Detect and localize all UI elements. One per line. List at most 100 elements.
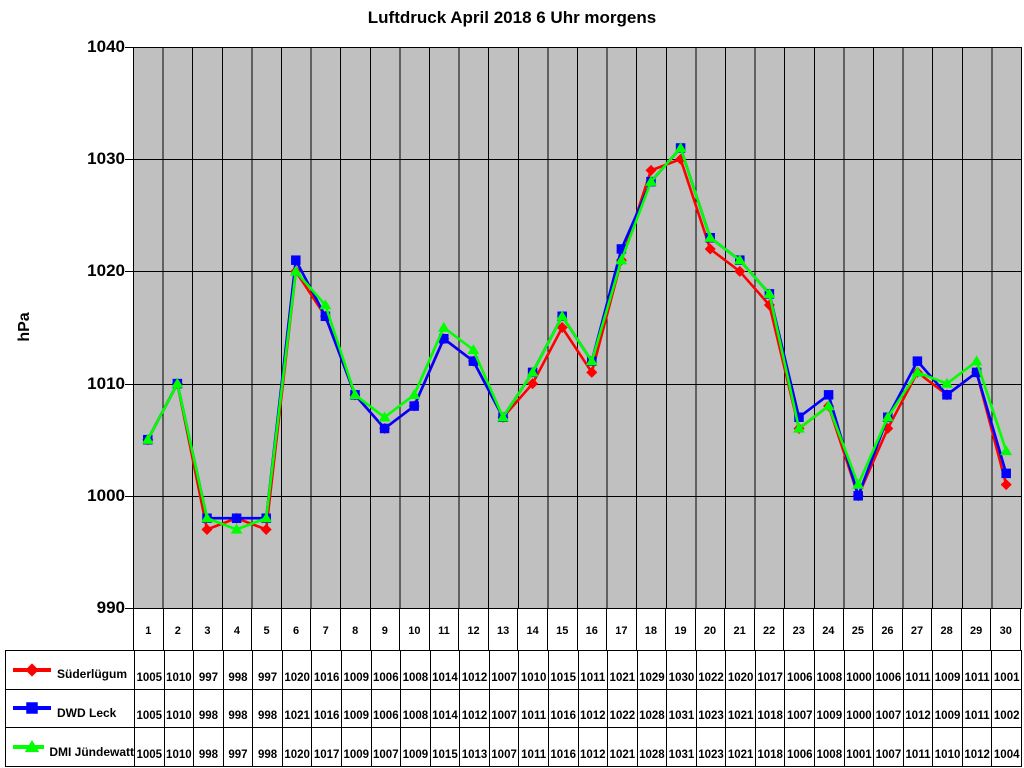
table-value-cell: 1007 [489,728,520,767]
data-point-marker [704,231,717,242]
data-point-marker [349,389,361,400]
data-point-marker [645,164,657,176]
table-value-cell: 1001 [992,651,1022,690]
table-value-cell: 1006 [371,689,402,729]
data-point-marker [881,411,894,422]
legend-marker [24,740,40,753]
table-value-cell: 1018 [755,689,786,729]
day-header-cell: 20 [696,608,726,650]
plot-border [133,47,1022,609]
data-point-marker [468,356,479,366]
table-value-cell: 1013 [460,728,490,767]
data-point-marker [260,512,273,523]
data-point-marker [970,355,983,366]
day-header-cell: 16 [578,608,608,650]
table-value-cell: 1012 [460,689,490,729]
data-point-marker [1000,445,1013,456]
day-header-cell: 9 [371,608,401,650]
data-point-marker [586,366,598,378]
table-value-cell: 1010 [164,651,195,690]
legend-marker-square-icon [13,702,51,715]
table-value-cell: 1006 [371,651,402,690]
data-point-marker [822,400,835,411]
table-value-cell: 1011 [903,728,934,767]
legend-cell: DMI Jündewatt [6,728,135,767]
table-value-cell: 1010 [164,728,195,767]
table-value-cell: 1007 [874,728,904,767]
table-value-cell: 1007 [874,689,904,729]
table-value-cell: 1022 [696,651,727,690]
table-value-cell: 1012 [903,689,934,729]
data-point-marker [556,321,568,334]
day-header-cell: 22 [755,608,785,650]
data-point-marker [941,377,953,388]
data-point-marker [408,389,421,400]
x-axis-day-header: 1 2 3 4 5 6 7 8 9 10 11 12 13 14 15 16 17 18 19 20 21 22 23 24 2… [133,608,1021,650]
data-point-marker [1001,468,1011,479]
day-header-cell: 2 [164,608,194,650]
y-axis-tick [125,47,133,48]
data-point-marker [734,265,746,277]
data-point-marker [526,366,539,377]
day-header-cell: 24 [814,608,844,650]
data-point-marker [527,378,539,390]
table-value-cell: 1007 [371,728,402,767]
day-header-cell: 25 [844,608,874,650]
day-header-cell: 27 [903,608,933,650]
y-axis-tick-label: 1000 [87,485,125,505]
table-value-cell: 1015 [548,651,579,690]
day-header-cell: 23 [784,608,815,650]
day-header-cell: 3 [193,608,223,650]
legend-cell: DWD Leck [6,689,135,729]
table-value-cell: 1023 [696,689,727,729]
data-point-marker [497,411,509,422]
table-value-cell: 998 [253,689,283,729]
table-value-cell: 1012 [578,728,609,767]
data-point-marker [704,243,716,255]
table-value-cell: 1007 [489,689,520,729]
data-point-marker [556,310,569,321]
day-header-cell: 13 [489,608,519,650]
data-point-marker [171,377,184,388]
day-header-cell: 30 [991,608,1021,650]
chart-plot-area [133,47,1022,609]
table-value-cell: 1000 [844,651,875,690]
data-point-marker [645,175,657,186]
table-value-cell: 1010 [933,728,963,767]
table-value-cell: 1009 [933,689,963,729]
legend-marker [26,702,38,715]
day-header-cell: 21 [725,608,755,650]
table-value-cell: 1029 [637,651,668,690]
legend-series-name: Süderlügum [57,667,128,682]
data-point-marker [823,390,834,400]
data-point-marker [439,333,449,344]
table-value-cell: 1005 [135,728,165,767]
table-value-cell: 1021 [608,651,638,690]
data-point-marker [616,244,627,254]
table-value-cell: 1007 [489,651,520,690]
table-value-cell: 1011 [962,689,993,729]
y-axis-tick-label: 1040 [87,37,125,56]
day-header-cell: 4 [223,608,253,650]
table-value-cell: 1020 [282,728,313,767]
legend-series-name: DWD Leck [57,705,117,720]
data-point-marker [853,491,863,501]
table-value-cell: 1004 [992,728,1022,767]
day-header-cell: 17 [607,608,637,650]
series-triangle [141,142,1013,534]
table-value-cell: 1008 [401,689,431,729]
table-value-cell: 1011 [578,651,609,690]
table-value-cell: 997 [223,728,254,767]
data-point-marker [289,265,302,276]
data-point-marker [260,523,272,535]
data-point-marker [793,422,805,433]
table-value-cell: 1002 [992,689,1022,729]
day-header-cell: 10 [400,608,430,650]
data-point-marker [852,478,865,489]
table-value-cell: 1009 [341,728,372,767]
table-value-cell: 1018 [755,728,786,767]
table-value-cell: 1012 [578,689,609,729]
table-value-cell: 1021 [726,689,756,729]
data-point-marker [201,523,213,535]
table-value-cell: 1020 [726,651,756,690]
